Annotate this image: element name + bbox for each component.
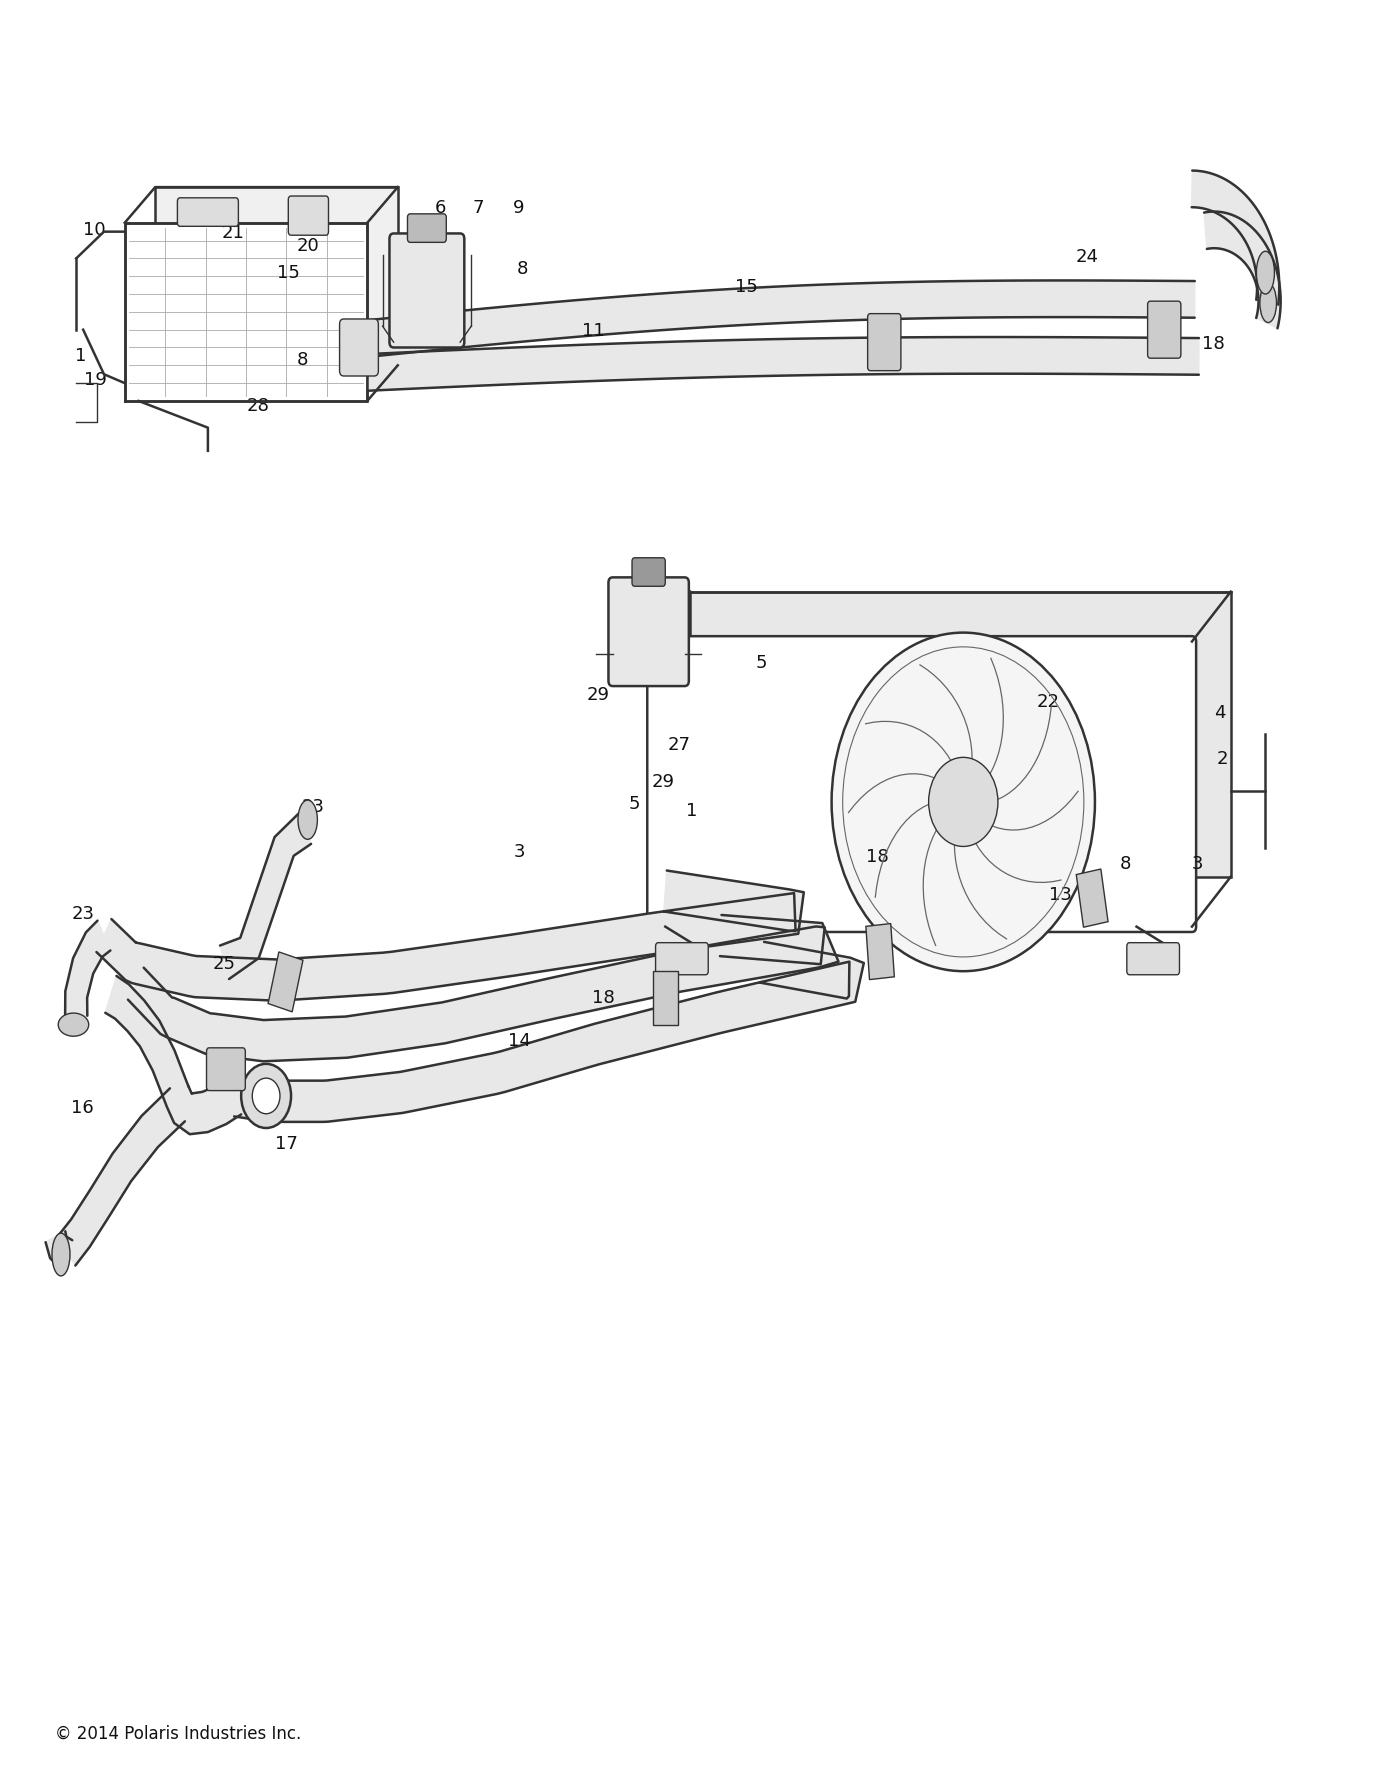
- Text: 17: 17: [276, 1135, 298, 1153]
- Text: 5: 5: [755, 654, 766, 672]
- Text: 29: 29: [651, 773, 675, 791]
- Text: 1: 1: [686, 802, 697, 820]
- Circle shape: [929, 757, 998, 846]
- Text: 15: 15: [277, 264, 299, 282]
- Ellipse shape: [1257, 251, 1275, 294]
- Text: 4: 4: [1214, 704, 1225, 722]
- Polygon shape: [220, 813, 310, 978]
- Circle shape: [241, 1064, 291, 1128]
- Circle shape: [832, 633, 1095, 971]
- Bar: [267, 952, 304, 1012]
- FancyBboxPatch shape: [690, 592, 1231, 877]
- FancyBboxPatch shape: [1148, 301, 1181, 358]
- FancyBboxPatch shape: [647, 636, 1196, 932]
- Polygon shape: [366, 280, 1195, 356]
- Text: 16: 16: [72, 1099, 94, 1117]
- Text: 2: 2: [1217, 750, 1228, 768]
- Text: 19: 19: [83, 371, 107, 388]
- Text: 8: 8: [297, 351, 308, 369]
- Polygon shape: [234, 943, 863, 1123]
- Text: 6: 6: [435, 200, 446, 217]
- Text: 18: 18: [866, 848, 888, 866]
- FancyBboxPatch shape: [340, 319, 378, 376]
- Text: 27: 27: [667, 736, 690, 754]
- Polygon shape: [46, 1231, 72, 1269]
- Text: 22: 22: [1037, 693, 1060, 711]
- Text: 5: 5: [629, 795, 640, 813]
- Polygon shape: [58, 1089, 184, 1265]
- FancyBboxPatch shape: [389, 233, 464, 347]
- FancyBboxPatch shape: [125, 223, 367, 401]
- Polygon shape: [97, 871, 804, 1001]
- Text: 2: 2: [414, 233, 426, 251]
- Circle shape: [252, 1078, 280, 1114]
- Text: 26: 26: [432, 290, 455, 308]
- Text: 11: 11: [582, 323, 604, 340]
- Ellipse shape: [1260, 283, 1277, 323]
- Text: 10: 10: [83, 221, 105, 239]
- Text: 28: 28: [247, 397, 269, 415]
- FancyBboxPatch shape: [656, 943, 708, 975]
- FancyBboxPatch shape: [868, 314, 901, 371]
- FancyBboxPatch shape: [407, 214, 446, 242]
- Text: 20: 20: [297, 237, 319, 255]
- FancyBboxPatch shape: [632, 558, 665, 586]
- Ellipse shape: [298, 800, 317, 839]
- FancyBboxPatch shape: [288, 196, 328, 235]
- Polygon shape: [1204, 212, 1281, 328]
- Text: 3: 3: [514, 843, 525, 861]
- Bar: [1077, 870, 1107, 927]
- Polygon shape: [105, 977, 188, 1105]
- Text: 12: 12: [355, 321, 377, 339]
- Polygon shape: [367, 337, 1199, 390]
- Polygon shape: [1192, 171, 1279, 305]
- Polygon shape: [166, 1078, 241, 1133]
- Text: 23: 23: [302, 798, 324, 816]
- Text: 13: 13: [1049, 886, 1071, 903]
- FancyBboxPatch shape: [207, 1048, 245, 1091]
- Ellipse shape: [53, 1233, 69, 1276]
- Text: 14: 14: [509, 1032, 531, 1050]
- Text: 23: 23: [71, 905, 94, 923]
- Text: 24: 24: [1076, 248, 1099, 266]
- Text: 8: 8: [517, 260, 528, 278]
- Bar: [866, 923, 894, 980]
- FancyBboxPatch shape: [608, 577, 689, 686]
- Text: 25: 25: [212, 955, 236, 973]
- Text: 18: 18: [1202, 335, 1224, 353]
- Text: 21: 21: [222, 225, 244, 242]
- FancyBboxPatch shape: [1127, 943, 1179, 975]
- Text: 1: 1: [75, 347, 86, 365]
- Text: 7: 7: [473, 200, 484, 217]
- Bar: [653, 971, 678, 1025]
- Text: 15: 15: [735, 278, 758, 296]
- Text: 8: 8: [1120, 855, 1131, 873]
- Text: © 2014 Polaris Industries Inc.: © 2014 Polaris Industries Inc.: [55, 1725, 302, 1743]
- FancyBboxPatch shape: [177, 198, 238, 226]
- Ellipse shape: [58, 1012, 89, 1037]
- FancyBboxPatch shape: [155, 187, 398, 365]
- Text: 9: 9: [513, 200, 524, 217]
- Text: 18: 18: [592, 989, 614, 1007]
- Polygon shape: [65, 921, 111, 1016]
- Polygon shape: [128, 914, 839, 1062]
- Text: 29: 29: [586, 686, 610, 704]
- Text: 3: 3: [1192, 855, 1203, 873]
